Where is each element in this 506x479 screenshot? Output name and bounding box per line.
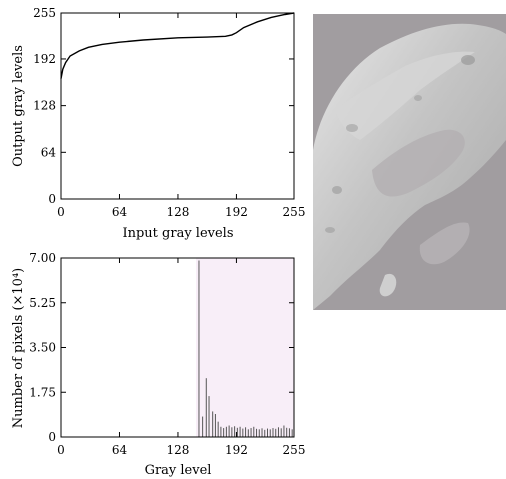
x-tick-label: 192 [225,205,248,219]
x-axis-label: Gray level [145,463,212,478]
y-tick-label: 128 [33,99,56,113]
y-tick-label: 0 [48,430,56,444]
x-tick-label: 64 [112,443,128,457]
y-tick-label: 1.75 [29,385,56,399]
y-tick-label: 255 [33,6,56,20]
transformation-curve [60,12,295,79]
y-axis-label: Output gray levels [11,45,26,167]
histogram-highlight [196,258,294,437]
y-tick-label: 0 [48,192,56,206]
transformation-function-chart: 0 64 128 192 255 0 64 128 192 255 Input gray lev… [11,6,305,241]
x-tick-label: 0 [57,205,65,219]
x-tick-label: 0 [57,443,65,457]
plot-frame [60,12,295,200]
x-tick-label: 128 [167,443,190,457]
moon-image [313,14,506,310]
y-tick-label: 64 [41,145,57,159]
y-tick-label: 192 [33,52,56,66]
x-tick-label: 128 [167,205,190,219]
y-tick-label: 7.00 [29,251,56,265]
y-axis-label: Number of pixels (×10⁴) [11,268,26,428]
x-tick-label: 255 [283,205,306,219]
histogram-chart: 0 64 128 192 255 0 1.75 3.50 5.25 7.00 Gray leve… [11,251,305,478]
y-tick-label: 3.50 [29,341,56,355]
x-axis-label: Input gray levels [122,226,233,241]
x-tick-label: 255 [283,443,306,457]
x-tick-label: 192 [225,443,248,457]
y-tick-label: 5.25 [29,296,56,310]
x-tick-label: 64 [112,205,128,219]
